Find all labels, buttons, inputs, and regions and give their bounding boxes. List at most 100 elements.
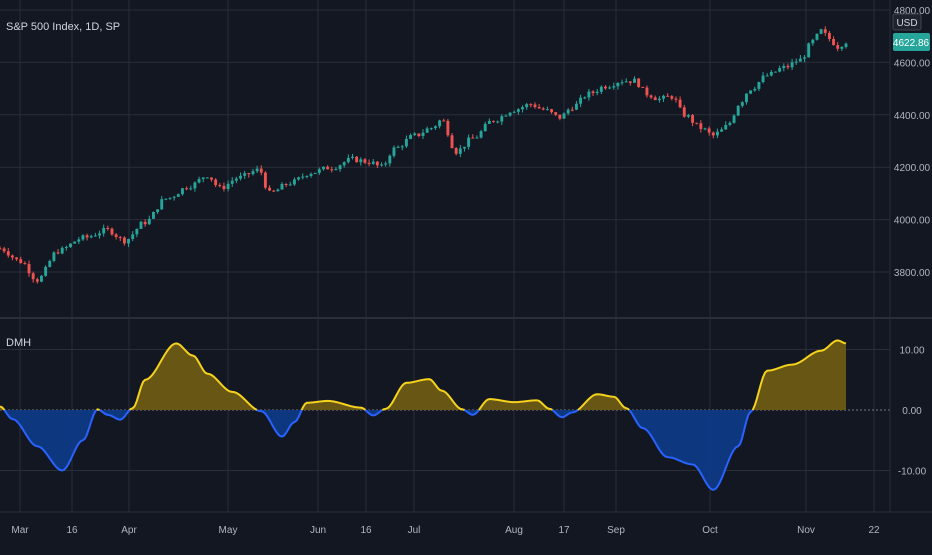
- candle: [732, 114, 736, 124]
- candle: [740, 101, 744, 108]
- candle: [558, 114, 562, 121]
- candle: [210, 177, 213, 182]
- candle: [305, 175, 309, 179]
- candle: [56, 249, 60, 255]
- candle: [612, 82, 616, 90]
- candle: [608, 85, 612, 90]
- candle: [230, 177, 234, 188]
- axes: 4800.00 4600.00 4400.00 4200.00 4000.00 3800.…: [11, 6, 930, 536]
- candle: [579, 94, 583, 108]
- candle: [40, 274, 43, 283]
- candle: [60, 246, 64, 255]
- candle: [570, 106, 574, 112]
- candle: [342, 161, 346, 168]
- candle: [384, 161, 388, 167]
- candle: [127, 238, 131, 248]
- candle: [44, 265, 48, 277]
- candle: [181, 187, 184, 196]
- candle: [135, 228, 139, 238]
- candle: [728, 121, 732, 127]
- osc-positive-line: [478, 398, 553, 411]
- osc-negative-line: [256, 409, 303, 438]
- candle: [247, 172, 251, 178]
- candle: [446, 119, 450, 137]
- candle: [284, 183, 288, 188]
- candle: [19, 256, 23, 264]
- candle: [599, 85, 603, 95]
- candle: [836, 42, 840, 52]
- candle: [471, 134, 475, 139]
- candle: [516, 108, 520, 115]
- last-price-label: 4622.86: [893, 38, 930, 49]
- osc-positive-line: [751, 339, 847, 411]
- candle: [475, 135, 479, 139]
- candle: [429, 127, 433, 131]
- candle: [442, 118, 446, 122]
- candle: [297, 176, 301, 181]
- candle: [583, 96, 587, 100]
- candle: [280, 182, 284, 190]
- candle: [633, 76, 636, 83]
- time-tick-label: May: [219, 525, 238, 536]
- candle: [786, 63, 790, 70]
- candle: [222, 182, 226, 192]
- candle: [118, 235, 122, 242]
- candle: [620, 79, 624, 86]
- price-tick-label: 4200.00: [894, 163, 931, 174]
- candle: [322, 166, 325, 171]
- candle: [214, 178, 218, 188]
- candle: [458, 144, 462, 158]
- candle: [172, 195, 176, 201]
- candle: [197, 176, 201, 184]
- candle: [359, 157, 363, 166]
- main-pane-title: S&P 500 Index, 1D, SP: [6, 21, 120, 33]
- osc-negative-area: [629, 410, 753, 490]
- time-tick-label: Jul: [408, 525, 421, 536]
- osc-tick-label: 10.00: [899, 346, 924, 357]
- osc-negative-area: [99, 410, 130, 420]
- candle: [69, 243, 72, 248]
- candle: [707, 126, 711, 136]
- time-tick-label: Sep: [607, 525, 625, 536]
- candle: [761, 72, 765, 84]
- osc-positive-line: [128, 342, 258, 411]
- candle: [500, 114, 504, 125]
- candle: [657, 96, 661, 103]
- candle: [334, 167, 338, 171]
- osc-positive-line: [300, 399, 367, 411]
- osc-negative-line: [99, 409, 131, 421]
- candle: [790, 58, 794, 70]
- candle: [10, 254, 14, 261]
- candle: [355, 155, 359, 163]
- candle: [566, 108, 570, 116]
- candle: [396, 145, 400, 148]
- candle: [15, 257, 19, 262]
- price-tick-label: 4800.00: [894, 6, 931, 17]
- candle: [301, 173, 305, 180]
- currency-label: USD: [896, 18, 917, 29]
- candle: [844, 42, 848, 49]
- candle: [628, 81, 632, 86]
- candle: [637, 77, 641, 88]
- osc-positive-line: [0, 405, 6, 411]
- currency-badge[interactable]: USD: [892, 13, 922, 31]
- osc-positive-area: [382, 379, 465, 410]
- osc-positive-area: [129, 343, 257, 410]
- candle: [110, 227, 114, 236]
- candle: [496, 120, 500, 124]
- price-tick-label: 4000.00: [894, 216, 931, 227]
- candle: [375, 161, 379, 168]
- price-tick-label: 4600.00: [894, 58, 931, 69]
- candle: [463, 146, 466, 152]
- candle: [276, 188, 280, 192]
- candle: [168, 197, 172, 200]
- candle: [545, 106, 549, 111]
- candle: [749, 90, 753, 95]
- candle: [562, 112, 566, 119]
- candle: [64, 245, 68, 251]
- candle: [0, 246, 2, 250]
- candle: [392, 145, 396, 158]
- candle: [512, 110, 516, 114]
